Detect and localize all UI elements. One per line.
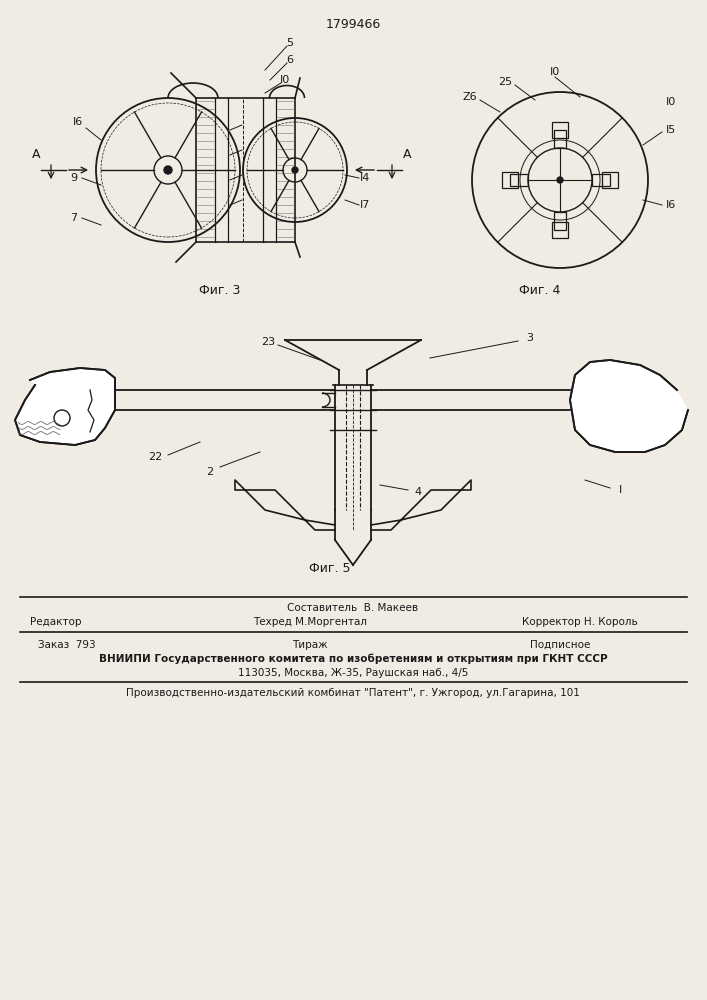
Text: Подписное: Подписное [530, 640, 590, 650]
Text: Редактор: Редактор [30, 617, 81, 627]
Text: 6: 6 [286, 55, 293, 65]
Text: Фиг. 3: Фиг. 3 [199, 284, 240, 296]
Text: I: I [619, 485, 621, 495]
Text: I7: I7 [360, 200, 370, 210]
Text: ВНИИПИ Государственного комитета по изобретениям и открытиям при ГКНТ СССР: ВНИИПИ Государственного комитета по изоб… [99, 654, 607, 664]
Polygon shape [15, 368, 115, 445]
Text: 7: 7 [71, 213, 78, 223]
Text: Корректор Н. Король: Корректор Н. Король [522, 617, 638, 627]
Text: 5: 5 [286, 38, 293, 48]
Text: Фиг. 5: Фиг. 5 [309, 562, 351, 574]
Bar [554, 212, 566, 230]
Text: I0: I0 [666, 97, 677, 107]
Bar [554, 130, 566, 148]
Text: Техред М.Моргентал: Техред М.Моргентал [253, 617, 367, 627]
Text: I0: I0 [550, 67, 560, 77]
Text: Заказ  793: Заказ 793 [38, 640, 95, 650]
Text: A: A [32, 148, 40, 161]
Text: I5: I5 [666, 125, 677, 135]
Text: Составитель  В. Макеев: Составитель В. Макеев [288, 603, 419, 613]
Bar [592, 174, 610, 186]
Text: 3: 3 [527, 333, 534, 343]
Text: I6: I6 [666, 200, 677, 210]
Text: 22: 22 [148, 452, 162, 462]
Circle shape [292, 167, 298, 173]
Bar [552, 222, 568, 238]
Text: 2: 2 [206, 467, 214, 477]
Bar [502, 172, 518, 188]
Polygon shape [570, 360, 688, 452]
Text: Производственно-издательский комбинат "Патент", г. Ужгород, ул.Гагарина, 101: Производственно-издательский комбинат "П… [126, 688, 580, 698]
Text: 113035, Москва, Ж-35, Раушская наб., 4/5: 113035, Москва, Ж-35, Раушская наб., 4/5 [238, 668, 468, 678]
Circle shape [164, 166, 172, 174]
Text: I4: I4 [360, 173, 370, 183]
Bar [602, 172, 618, 188]
Text: Тираж: Тираж [292, 640, 328, 650]
Text: A: A [403, 148, 411, 161]
Text: I6: I6 [73, 117, 83, 127]
Text: 1799466: 1799466 [325, 18, 380, 31]
Text: 25: 25 [498, 77, 512, 87]
Bar [510, 174, 528, 186]
Text: I0: I0 [280, 75, 290, 85]
Text: 23: 23 [261, 337, 275, 347]
Text: 4: 4 [414, 487, 421, 497]
Text: 9: 9 [71, 173, 78, 183]
Text: Фиг. 4: Фиг. 4 [520, 284, 561, 296]
Text: Z6: Z6 [462, 92, 477, 102]
Circle shape [557, 177, 563, 183]
Bar [552, 122, 568, 138]
